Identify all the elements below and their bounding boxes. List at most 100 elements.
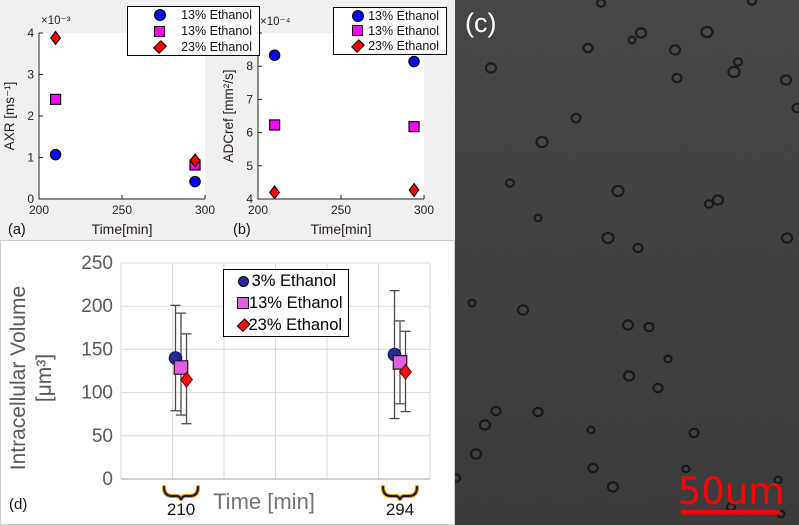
plot-a: 200 250 300 0 1 2 3 4: [27, 26, 215, 217]
cell: [652, 382, 664, 394]
x-axis-tick-label: 300: [195, 203, 215, 217]
photo-noise: [455, 0, 799, 525]
cell: [582, 42, 594, 54]
cell: [791, 102, 799, 114]
circle-marker-icon: [238, 275, 249, 287]
data-point-square: [408, 121, 420, 133]
plot-d: 0 50 100 150 200 250 210 294: [81, 253, 431, 519]
cell: [621, 319, 635, 331]
y-axis-tick-label: 0: [27, 192, 34, 206]
cell: [467, 298, 477, 308]
data-point-square: [392, 355, 408, 370]
y-axis-tick-label: 100: [81, 383, 113, 404]
cell: [703, 199, 715, 209]
group-brace: [382, 486, 418, 501]
panel-d-y-axis-label-line1: Intracellular Volume: [7, 286, 30, 470]
data-point-diamond: [189, 153, 201, 168]
legend-row: 13% Ethanol: [334, 23, 446, 38]
cell: [727, 65, 741, 79]
legend-label: 13% Ethanol: [368, 8, 439, 23]
y-axis-tick-label: 5: [246, 159, 253, 173]
data-point-diamond: [398, 363, 413, 381]
panel-ab-container: ×10⁻³ AXR [ms⁻¹] Time[min] (a) ×10⁻⁴ ADC…: [0, 0, 455, 240]
data-point-square: [269, 119, 281, 131]
x-axis-tick-label: 250: [331, 203, 351, 217]
cell: [516, 304, 530, 316]
panel-a-legend: 13% Ethanol 13% Ethanol 23% Ethanol: [127, 6, 260, 56]
y-axis-tick-label: 3: [27, 68, 34, 82]
plot-b: 200250300456789: [246, 26, 434, 217]
y-axis-tick-label: 2: [27, 109, 34, 123]
square-marker-icon: [154, 25, 165, 37]
legend-label: 13% Ethanol: [181, 24, 252, 38]
y-axis-tick-label: 0: [102, 469, 113, 490]
legend-label: 23% Ethanol: [181, 40, 252, 54]
legend-label: 13% Ethanol: [368, 23, 439, 38]
cell: [490, 405, 502, 417]
cell: [773, 475, 783, 485]
cell: [570, 112, 582, 124]
data-point-circle: [49, 148, 62, 161]
group-label: 210: [167, 500, 195, 519]
panel-d-label: (d): [9, 496, 27, 513]
panel-d-plot: Intracellular Volume [μm³] Time [min] (d…: [7, 253, 431, 519]
plot-area: [39, 33, 205, 199]
cell: [627, 35, 637, 45]
x-axis-tick-label: 200: [29, 203, 49, 217]
cell: [711, 194, 725, 206]
y-axis-tick-label: 4: [27, 26, 34, 40]
cell: [478, 419, 492, 431]
panel-ab-plot: ×10⁻³ AXR [ms⁻¹] Time[min] (a) ×10⁻⁴ ADC…: [2, 15, 434, 238]
panel-a-x-axis-label: Time[min]: [92, 221, 153, 237]
cell: [643, 321, 655, 333]
cell: [611, 184, 625, 198]
cell: [632, 242, 644, 254]
y-axis-tick-label: 200: [81, 296, 113, 317]
data-point-diamond: [50, 30, 62, 46]
panel-c-microscopy-image: (c) 50um: [455, 0, 799, 525]
data-point-square: [173, 360, 189, 375]
legend-row: 23% Ethanol: [334, 39, 446, 54]
y-axis-tick-label: 4: [246, 192, 253, 206]
panel-c-label: (c): [465, 8, 497, 38]
cell: [484, 62, 498, 74]
cell: [688, 427, 700, 439]
legend-row: 13% Ethanol: [224, 292, 348, 314]
panel-b-legend: 13% Ethanol 13% Ethanol 23% Ethanol: [333, 7, 447, 55]
data-point-diamond: [179, 371, 194, 388]
panel-b-label: (b): [233, 222, 251, 238]
y-axis-tick-label: 7: [246, 92, 253, 106]
legend-row: 3% Ethanol: [224, 270, 348, 292]
x-axis-tick-label: 250: [112, 203, 132, 217]
data-point-diamond: [408, 182, 420, 198]
panel-a-exponent-label: ×10⁻³: [41, 15, 71, 27]
panel-b-y-axis-label: ADCref [mm²/s]: [221, 70, 236, 163]
group-label: 294: [386, 500, 414, 519]
legend-label: 13% Ethanol: [181, 8, 252, 22]
cell: [746, 0, 758, 6]
microscopy-svg: 50um: [455, 0, 799, 525]
cell: [587, 462, 599, 474]
square-marker-icon: [352, 25, 363, 37]
cell: [668, 44, 682, 56]
panel-a-y-axis-label: AXR [ms⁻¹]: [2, 82, 17, 151]
y-axis-tick-label: 250: [81, 253, 113, 274]
cell: [504, 178, 516, 188]
square-marker-icon: [237, 297, 249, 309]
cell: [455, 473, 462, 483]
cell: [532, 406, 544, 418]
legend-label: 3% Ethanol: [251, 271, 336, 290]
data-point-circle: [189, 175, 201, 188]
panel-d-x-axis-label: Time [min]: [213, 489, 315, 514]
y-axis-tick-label: 8: [246, 59, 253, 73]
data-point-diamond: [269, 185, 281, 200]
cell: [469, 448, 483, 460]
cell: [622, 370, 636, 382]
legend-row: 13% Ethanol: [128, 7, 259, 23]
cell: [779, 74, 793, 86]
cell: [533, 213, 543, 223]
scale-bar-text: 50um: [678, 470, 785, 513]
panel-d-legend: 3% Ethanol 13% Ethanol 23% Ethanol: [223, 269, 349, 337]
legend-label: 13% Ethanol: [249, 293, 343, 312]
